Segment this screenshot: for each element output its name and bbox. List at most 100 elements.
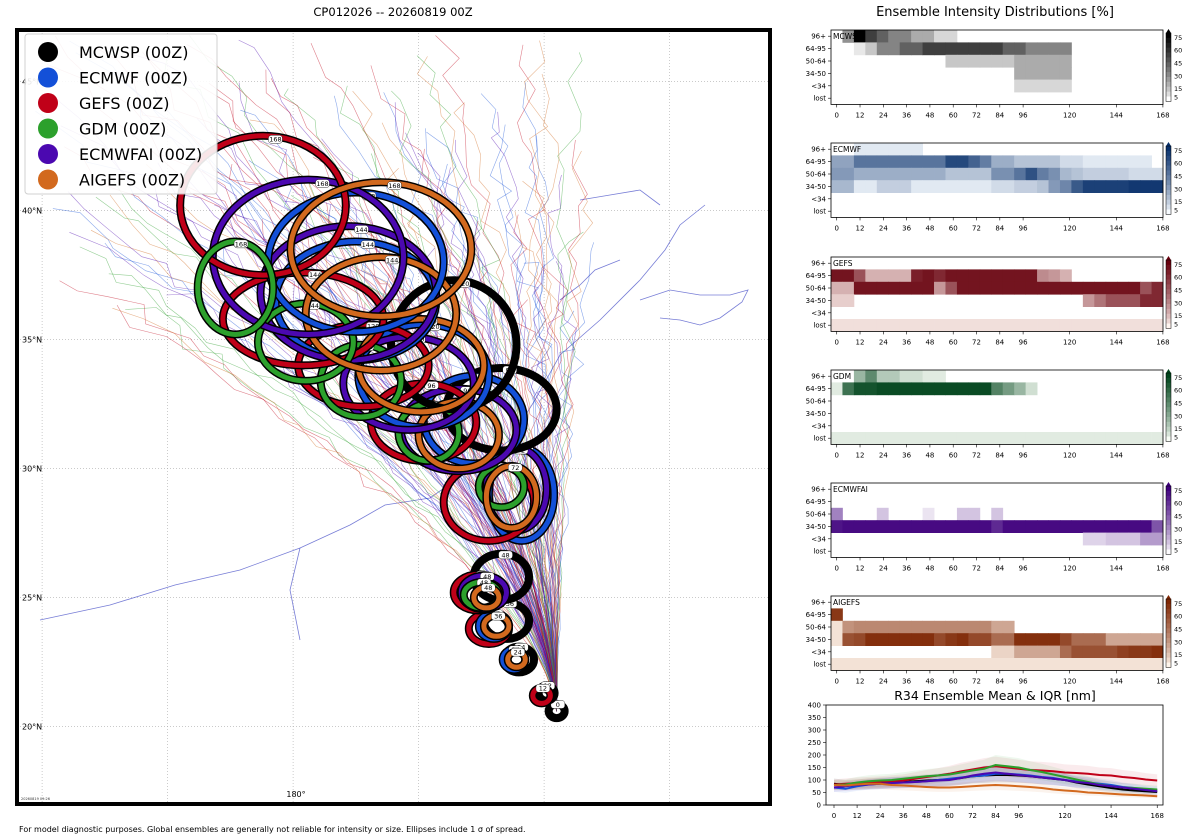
forecast-hour-tick: 48	[925, 224, 934, 232]
heatmap-cell	[911, 382, 923, 396]
heatmap-cell	[899, 167, 912, 181]
heatmap-cell	[1151, 432, 1164, 445]
intensity-bin-label: 96+	[811, 146, 826, 154]
forecast-ellipse	[288, 179, 474, 319]
heatmap-cell	[1025, 645, 1038, 659]
forecast-hour-tick: 60	[949, 677, 958, 685]
heatmap-cell	[1002, 319, 1015, 332]
ensemble-track	[556, 139, 588, 712]
heatmap-cell	[956, 633, 969, 646]
colorbar-segment	[1166, 33, 1171, 39]
forecast-hour-tick: 36	[902, 564, 911, 572]
heatmap-cell	[1037, 645, 1049, 659]
colorbar-segment	[1166, 52, 1171, 58]
ensemble-track	[490, 111, 557, 712]
heatmap-cell	[911, 633, 923, 646]
heatmap-cell	[1014, 382, 1027, 396]
heatmap-cell	[991, 633, 1004, 646]
heatmap-cell	[876, 382, 889, 396]
heatmap-cell	[842, 658, 855, 671]
colorbar-segment	[1166, 544, 1171, 551]
heatmap-cell	[899, 42, 912, 56]
colorbar-segment	[1166, 260, 1171, 266]
r34-y-label: 400	[808, 702, 821, 710]
colorbar-tick: 45	[1174, 625, 1182, 633]
heatmap-cell	[888, 370, 901, 383]
heatmap-cell	[956, 269, 969, 283]
heatmap-cell	[1082, 645, 1095, 659]
heatmap-cell	[1048, 520, 1061, 533]
heatmap-cell	[922, 155, 935, 169]
heatmap-cell	[968, 42, 981, 56]
heatmap-cell	[934, 370, 946, 383]
forecast-hour-tick: 12	[856, 677, 865, 685]
forecast-hour-tick: 72	[972, 338, 981, 346]
forecast-hour-label: 168	[388, 182, 400, 190]
heatmap-cell	[1094, 532, 1107, 546]
forecast-hour-tick: 48	[925, 677, 934, 685]
heatmap-cell	[899, 382, 912, 396]
heatmap-cell	[1014, 79, 1027, 93]
forecast-hour-label: 144	[386, 256, 398, 264]
intensity-bin-label: 96+	[811, 373, 826, 381]
heatmap-cell	[842, 180, 855, 193]
heatmap-cell	[945, 633, 958, 646]
heatmap-cell	[876, 633, 889, 646]
heatmap-cell	[1151, 180, 1164, 193]
forecast-hour-tick: 60	[949, 111, 958, 119]
r34-x-label: 84	[991, 812, 1000, 820]
heatmap-cell	[1128, 645, 1141, 659]
heatmap-cell	[853, 319, 866, 332]
hour-label-box	[233, 239, 249, 249]
forecast-hour-tick: 60	[949, 224, 958, 232]
heatmap-cell	[1014, 658, 1027, 671]
colorbar-segment	[1166, 76, 1171, 83]
colorbar-segment	[1166, 37, 1171, 44]
colorbar-tick: 45	[1174, 172, 1182, 180]
heatmap-cell	[865, 42, 878, 56]
forecast-hour-label: 72	[511, 464, 519, 472]
heatmap-cell	[842, 382, 855, 396]
heatmap-cell	[991, 520, 1004, 533]
forecast-hour-tick: 168	[1156, 451, 1169, 459]
forecast-hour-tick: 120	[1063, 224, 1076, 232]
intensity-bin-label: 34-50	[806, 523, 826, 531]
heatmap-model-name: ECMWF	[833, 145, 861, 154]
heatmap-cell	[1037, 67, 1049, 80]
map-frame	[15, 28, 772, 806]
heatmap-cell	[1082, 155, 1095, 169]
heatmap-cell	[888, 281, 901, 295]
heatmap-cell	[1128, 294, 1141, 307]
heatmap-cell	[956, 507, 969, 521]
heatmap-cell	[979, 42, 992, 56]
heatmap-cell	[968, 620, 981, 634]
colorbar-tick: 5	[1174, 94, 1178, 102]
forecast-hour-label: 48	[483, 573, 491, 581]
colorbar-segment	[1166, 505, 1171, 511]
heatmap-cell	[1025, 432, 1038, 445]
heatmap-cell	[1014, 281, 1027, 295]
heatmap-frame	[830, 29, 1164, 105]
r34-x-label: 96	[1014, 812, 1023, 820]
intensity-bin-label: lost	[813, 548, 826, 556]
colorbar-segment	[1166, 500, 1171, 507]
intensity-bin-label: 96+	[811, 260, 826, 268]
map-panel: 0121224242436363636484848484872727272729…	[15, 28, 772, 806]
colorbar-segment	[1166, 155, 1171, 162]
heatmap-cell	[1105, 645, 1118, 659]
forecast-hour-label: 96	[463, 387, 471, 395]
heatmap-cell	[831, 608, 843, 622]
heatmap-cell	[991, 269, 1004, 283]
forecast-hour-tick: 36	[902, 224, 911, 232]
heatmap-cell	[831, 294, 843, 307]
colorbar-tick: 30	[1174, 412, 1182, 420]
heatmap-cell	[1025, 658, 1038, 671]
intensity-bin-label: lost	[813, 435, 826, 443]
heatmap-cell	[968, 281, 981, 295]
intensity-bin-label: 34-50	[806, 70, 826, 78]
heatmap-cell	[1082, 180, 1095, 193]
heatmap-cell	[1151, 532, 1164, 546]
heatmap-cell	[1059, 658, 1072, 671]
colorbar-segment	[1166, 269, 1171, 276]
colorbar-tick: 60	[1174, 274, 1182, 282]
